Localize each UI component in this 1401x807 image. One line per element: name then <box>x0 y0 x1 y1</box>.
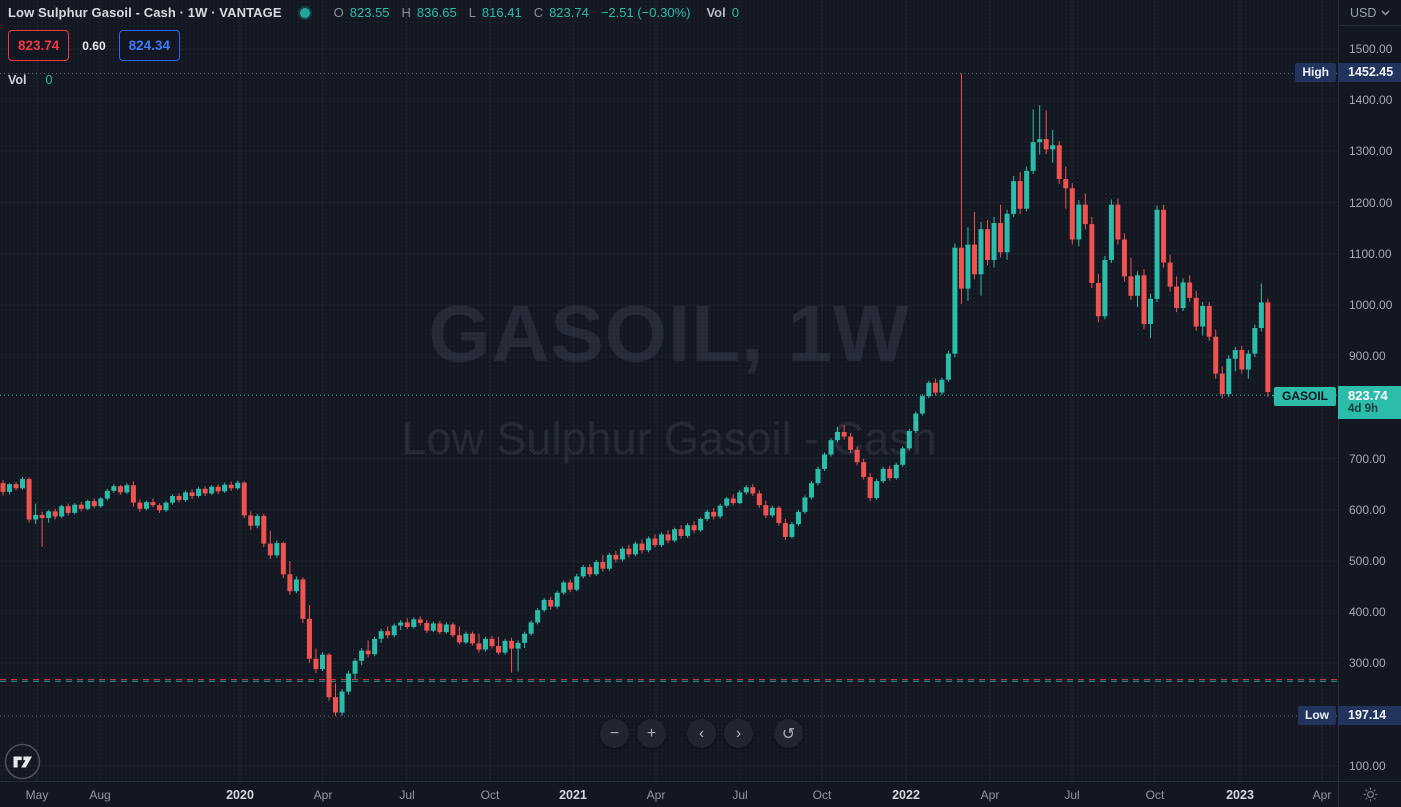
time-month-label: Oct <box>480 788 500 802</box>
close-value: 823.74 <box>549 5 589 20</box>
high-label: H <box>401 5 411 20</box>
price-tick-label: 500.00 <box>1349 554 1386 568</box>
market-status-dot-icon[interactable] <box>299 7 310 18</box>
price-tick-label: 1000.00 <box>1349 298 1393 312</box>
spread-value: 0.60 <box>82 38 106 53</box>
price-tick-label: 900.00 <box>1349 349 1386 364</box>
symbol-price-label-badge[interactable]: GASOIL <box>1273 387 1336 407</box>
tradingview-logo-icon[interactable] <box>4 743 41 780</box>
time-year-label: 2023 <box>1226 788 1254 802</box>
currency-selector[interactable]: USD <box>1339 0 1401 26</box>
volume-indicator-label: Vol <box>8 73 27 87</box>
bar-countdown: 4d 9h <box>1348 403 1379 416</box>
time-month-label: Jul <box>732 788 748 802</box>
time-month-label: May <box>25 788 49 802</box>
last-price-badge: 823.74 4d 9h <box>1338 386 1401 420</box>
time-year-label: 2020 <box>226 788 254 802</box>
time-month-label: Apr <box>980 788 1000 802</box>
reset-chart-button[interactable]: ↺ <box>774 719 803 748</box>
trade-buttons: 823.74 0.60 824.34 <box>8 30 180 61</box>
scroll-left-button[interactable]: ‹ <box>687 719 716 748</box>
time-year-label: 2021 <box>559 788 587 802</box>
close-label: C <box>533 5 544 20</box>
scroll-right-button[interactable]: › <box>724 719 753 748</box>
price-tick-label: 1500.00 <box>1349 42 1393 56</box>
price-tick-label: 1300.00 <box>1349 144 1393 159</box>
price-tick-label: 1100.00 <box>1349 246 1392 261</box>
low-label: L <box>468 5 476 20</box>
time-month-label: Oct <box>1145 788 1165 802</box>
open-value: 823.55 <box>349 5 390 20</box>
chevron-down-icon <box>1381 10 1390 15</box>
volume-label: Vol <box>706 5 726 20</box>
price-tick-label: 300.00 <box>1349 656 1386 671</box>
price-tick-label: 100.00 <box>1349 758 1386 773</box>
last-price-row: GASOIL 823.74 4d 9h <box>1273 386 1401 420</box>
high-value: 836.65 <box>416 5 457 20</box>
time-month-label: Apr <box>1312 788 1332 802</box>
buy-button[interactable]: 824.34 <box>118 30 180 61</box>
volume-indicator-value: 0 <box>45 73 53 87</box>
time-month-label: Apr <box>646 788 666 802</box>
chart-legend: Low Sulphur Gasoil - Cash · 1W · VANTAGE… <box>8 5 739 20</box>
low-value: 816.41 <box>481 5 522 20</box>
price-tick-label: 1200.00 <box>1349 195 1393 210</box>
axis-settings-button[interactable] <box>1338 781 1401 807</box>
time-month-label: Aug <box>89 788 111 802</box>
time-month-label: Oct <box>812 788 832 802</box>
last-price-value: 823.74 <box>1348 388 1388 404</box>
time-axis[interactable]: May Aug 2020 Apr Jul Oct 2021 Apr Jul Oct 2022 Apr J… <box>0 781 1338 807</box>
high-price-badge: 1452.45 <box>1338 63 1401 83</box>
time-month-label: Jul <box>399 788 415 802</box>
price-tick-label: 1400.00 <box>1349 93 1393 108</box>
candlestick-chart <box>0 0 1338 781</box>
high-badge: High <box>1295 63 1336 83</box>
price-tick-label: 400.00 <box>1349 605 1386 620</box>
change-value: −2.51 (−0.30%) <box>600 5 691 20</box>
volume-value: 0 <box>731 5 739 20</box>
zoom-in-button[interactable]: + <box>637 719 666 748</box>
symbol-title[interactable]: Low Sulphur Gasoil - Cash · 1W · VANTAGE <box>8 5 282 20</box>
low-badge: Low <box>1298 706 1336 726</box>
time-month-label: Apr <box>313 788 333 802</box>
zoom-out-button[interactable]: − <box>600 719 629 748</box>
chart-navigation: − + ‹ › ↺ <box>600 719 803 748</box>
low-price-badge: 197.14 <box>1338 706 1401 726</box>
chart-pane[interactable]: GASOIL, 1W Low Sulphur Gasoil - Cash Low… <box>0 0 1338 781</box>
low-price-row: Low 197.14 <box>1298 706 1401 726</box>
open-label: O <box>333 5 344 20</box>
time-month-label: Jul <box>1064 788 1080 802</box>
sell-button[interactable]: 823.74 <box>8 30 70 61</box>
price-tick-label: 700.00 <box>1349 451 1386 466</box>
time-year-label: 2022 <box>892 788 920 802</box>
high-price-row: High 1452.45 <box>1295 63 1401 83</box>
volume-legend: Vol 0 <box>8 73 52 87</box>
gear-icon <box>1363 787 1377 802</box>
currency-label: USD <box>1350 5 1377 20</box>
price-tick-label: 600.00 <box>1349 502 1386 517</box>
